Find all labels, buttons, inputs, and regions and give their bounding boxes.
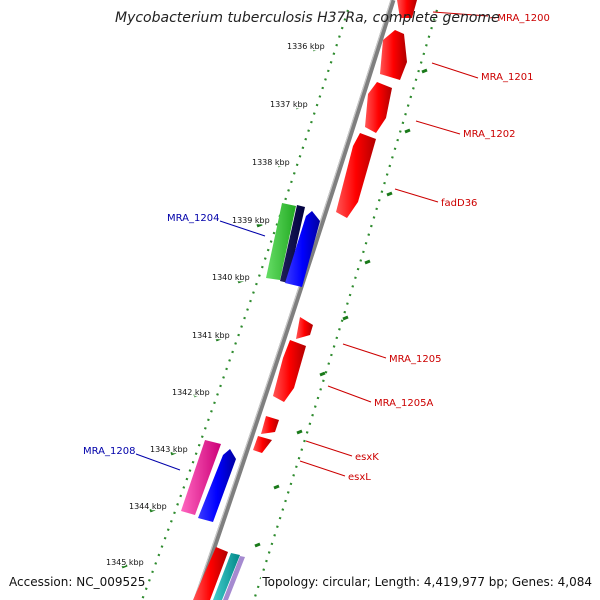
gc-content-track-outer: [252, 9, 439, 600]
gene-mra-1201[interactable]: [380, 30, 407, 80]
kbp-label-1338: 1338 kbp: [252, 158, 290, 167]
gene-label-fadd36[interactable]: fadD36: [441, 198, 477, 209]
kbp-label-1342: 1342 kbp: [172, 388, 210, 397]
label-leader-lines: [135, 11, 489, 477]
gene-label-esxk[interactable]: esxK: [355, 452, 379, 463]
kbp-label-1343: 1343 kbp: [150, 445, 188, 454]
gene-blue-b[interactable]: [198, 449, 236, 522]
gene-mra-1208[interactable]: [181, 440, 221, 515]
gene-mra-1202[interactable]: [365, 82, 392, 133]
gene-teal[interactable]: [213, 553, 240, 600]
kbp-labels: 1336 kbp 1337 kbp 1338 kbp 1339 kbp 1340…: [105, 41, 326, 569]
kbp-label-1340: 1340 kbp: [212, 273, 250, 282]
gc-content-track-inner: [140, 9, 350, 600]
gene-fadd36[interactable]: [336, 133, 376, 218]
gene-label-mra-1204[interactable]: MRA_1204: [167, 213, 219, 224]
gene-lavender[interactable]: [223, 556, 245, 600]
accession-text: Accession: NC_009525: [9, 575, 145, 589]
gene-label-mra-1202[interactable]: MRA_1202: [463, 129, 515, 140]
gene-label-mra-1208[interactable]: MRA_1208: [83, 446, 135, 457]
kbp-label-1337: 1337 kbp: [270, 100, 308, 109]
gene-mra-1204[interactable]: [266, 203, 296, 280]
kbp-label-1345: 1345 kbp: [106, 558, 144, 567]
kbp-label-1336: 1336 kbp: [287, 42, 325, 51]
gene-mra-1200[interactable]: [397, 0, 417, 18]
gene-label-mra-1205[interactable]: MRA_1205: [389, 354, 441, 365]
kbp-label-1344: 1344 kbp: [129, 502, 167, 511]
gene-label-mra-1201[interactable]: MRA_1201: [481, 72, 533, 83]
gene-mra-1205a[interactable]: [273, 340, 306, 402]
gene-mra-1205[interactable]: [296, 317, 313, 339]
gene-bottom-red[interactable]: [193, 547, 228, 600]
gene-label-mra-1205a[interactable]: MRA_1205A: [374, 398, 433, 409]
map-title: Mycobacterium tuberculosis H37Ra, comple…: [115, 10, 500, 26]
topology-text: Topology: circular; Length: 4,419,977 bp…: [261, 575, 592, 589]
tick-marks: [121, 46, 428, 569]
gene-blue-a[interactable]: [285, 211, 320, 287]
gene-labels: ~MRA_1200 MRA_1201 MRA_1202 fadD36 MRA_1…: [83, 13, 550, 483]
genome-backbone-highlight: [193, 0, 392, 600]
gene-label-esxl[interactable]: esxL: [348, 472, 371, 483]
kbp-label-1341: 1341 kbp: [192, 331, 230, 340]
gene-esxl[interactable]: [253, 436, 272, 453]
reverse-genes: [181, 203, 320, 600]
gene-label-mra-1200[interactable]: ~MRA_1200: [489, 13, 550, 24]
gene-esxk[interactable]: [261, 416, 279, 434]
kbp-label-1339: 1339 kbp: [232, 216, 270, 225]
gene-navy-a[interactable]: [280, 205, 305, 283]
forward-genes: [193, 0, 417, 600]
genome-backbone: [193, 0, 396, 600]
